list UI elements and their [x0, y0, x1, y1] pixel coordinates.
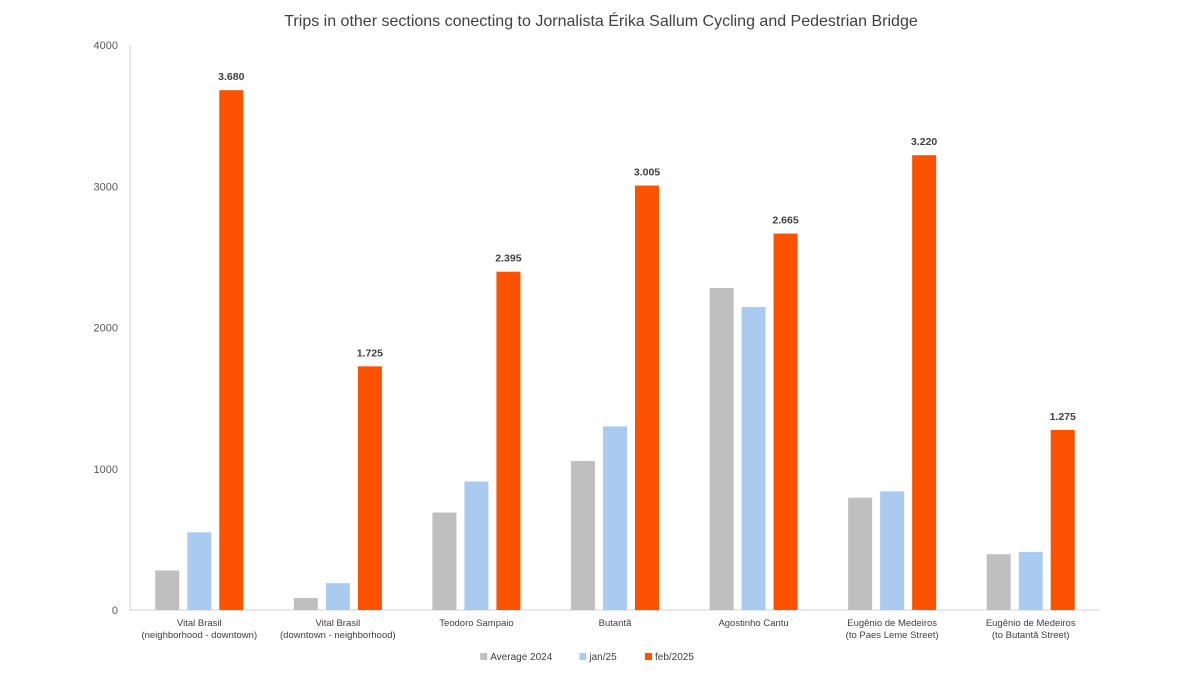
bar-jan-25	[880, 491, 905, 610]
legend-swatch	[579, 653, 587, 660]
category-label: (neighborhood - downtown)	[141, 630, 257, 641]
category-label: (to Paes Leme Street)	[846, 630, 939, 641]
bar-jan-25	[1018, 552, 1043, 610]
bar-average-2024	[848, 497, 873, 610]
bars	[155, 90, 1075, 611]
legend-label: jan/25	[588, 652, 617, 663]
bar-feb-2025	[1050, 429, 1075, 610]
category-labels: Vital Brasil(neighborhood - downtown)Vit…	[141, 618, 1075, 641]
data-label: 3.220	[911, 136, 937, 148]
bar-feb-2025	[496, 271, 521, 610]
legend-swatch	[645, 653, 652, 660]
data-labels: 3.680 1.725 2.395 3.005 2.665 3.220 1.275	[218, 71, 1076, 423]
y-axis-ticks: 0 1000 2000 3000 4000	[94, 40, 118, 617]
bar-feb-2025	[357, 366, 382, 610]
bar-average-2024	[571, 460, 595, 610]
bar-feb-2025	[912, 155, 937, 611]
category-label: (to Butantã Street)	[992, 630, 1070, 641]
bar-feb-2025	[773, 233, 798, 610]
category-label: Teodoro Sampaio	[439, 618, 513, 629]
bar-average-2024	[155, 570, 180, 610]
category-label: Butantã	[599, 618, 632, 629]
chart-title: Trips in other sections conecting to Jor…	[284, 11, 918, 30]
data-label: 1.275	[1050, 411, 1076, 423]
category-label: Eugênio de Medeiros	[847, 618, 937, 629]
bar-average-2024	[986, 554, 1011, 610]
y-tick-label: 0	[112, 605, 118, 617]
bar-jan-25	[187, 532, 212, 610]
category-label: Agostinho Cantu	[718, 618, 788, 629]
data-label: 3.680	[218, 71, 244, 83]
bar-jan-25	[325, 583, 350, 610]
y-tick-label: 3000	[94, 181, 118, 193]
bar-jan-25	[603, 426, 627, 610]
bar-feb-2025	[219, 90, 244, 610]
category-label: Eugênio de Medeiros	[986, 618, 1076, 629]
bar-jan-25	[464, 481, 489, 610]
y-tick-label: 4000	[94, 40, 118, 52]
category-label: Vital Brasil	[316, 618, 361, 629]
bar-average-2024	[709, 287, 734, 610]
data-label: 2.395	[495, 253, 521, 265]
category-label: (downtown - neighborhood)	[280, 630, 396, 641]
y-tick-label: 1000	[94, 464, 118, 476]
data-label: 1.725	[357, 347, 383, 359]
legend-label: Average 2024	[490, 652, 553, 663]
y-tick-label: 2000	[94, 323, 118, 335]
bar-feb-2025	[635, 185, 659, 610]
legend-swatch	[480, 653, 488, 660]
data-label: 2.665	[772, 215, 798, 227]
data-label: 3.005	[634, 167, 660, 179]
bar-jan-25	[741, 307, 766, 610]
legend: Average 2024 jan/25 feb/2025	[480, 652, 694, 663]
bar-average-2024	[293, 597, 318, 610]
bar-average-2024	[432, 512, 457, 610]
category-label: Vital Brasil	[177, 618, 222, 629]
legend-label: feb/2025	[655, 652, 694, 663]
